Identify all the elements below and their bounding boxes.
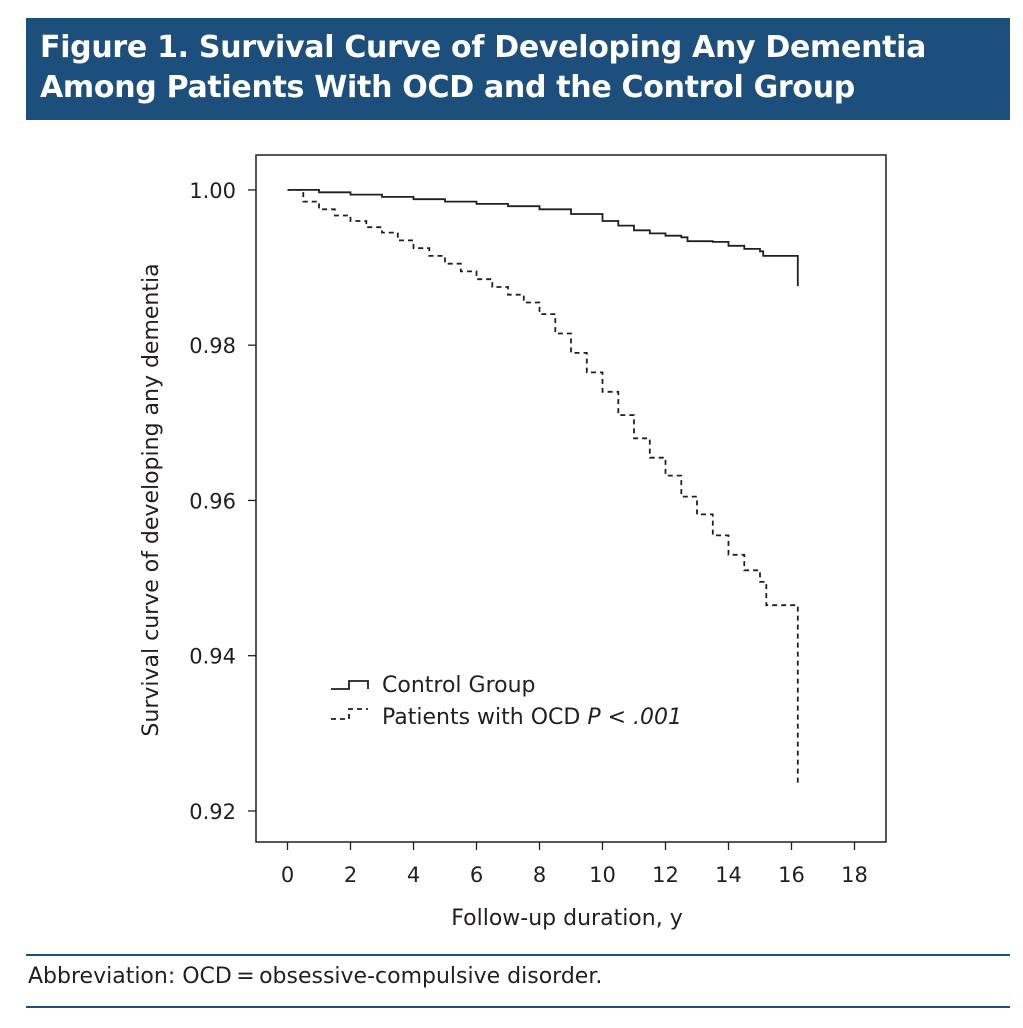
control-group-line	[287, 189, 799, 287]
y-tick-label: 0.94	[189, 645, 236, 669]
footnote-rule-top	[26, 954, 1010, 956]
footnote: Abbreviation: OCD = obsessive-compulsive…	[28, 964, 603, 989]
series-lines	[287, 189, 799, 784]
footnote-rule-bottom	[26, 1006, 1010, 1008]
legend-label-ocd-name: Patients with OCD	[382, 705, 580, 730]
legend-annotation: P < .001	[587, 705, 682, 730]
axes: 0 2 4 6 8 10 12 14 16 18 0.92 0.94 0.96 0.98 1.00	[189, 179, 868, 887]
figure-title-bar: Figure 1. Survival Curve of Developing A…	[26, 18, 1010, 120]
y-tick-label: 0.96	[189, 489, 236, 513]
x-tick-label: 12	[652, 863, 679, 887]
y-tick-label: 0.92	[189, 800, 236, 824]
ocd-patients-line	[287, 189, 799, 784]
figure-title-line-1: Figure 1. Survival Curve of Developing A…	[40, 30, 927, 65]
x-tick-label: 10	[589, 863, 616, 887]
x-tick-label: 0	[281, 863, 294, 887]
legend: Control Group Patients with OCD P < .001	[331, 673, 682, 730]
x-tick-label: 6	[470, 863, 483, 887]
x-tick-label: 2	[344, 863, 357, 887]
x-tick-label: 18	[841, 863, 868, 887]
x-tick-label: 14	[715, 863, 742, 887]
x-tick-label: 8	[533, 863, 546, 887]
legend-label-ocd: Patients with OCD P < .001	[382, 705, 682, 730]
legend-label-control: Control Group	[382, 673, 536, 698]
y-tick-label: 1.00	[189, 179, 236, 203]
x-axis-label: Follow-up duration, y	[451, 906, 682, 931]
y-axis-label: Survival curve of developing any dementi…	[139, 263, 164, 736]
x-tick-label: 4	[407, 863, 420, 887]
x-tick-label: 16	[778, 863, 805, 887]
y-tick-label: 0.98	[189, 334, 236, 358]
plot-frame	[255, 154, 887, 843]
legend-swatch-ocd	[331, 708, 368, 720]
legend-swatch-control	[331, 680, 369, 690]
figure-title-line-2: Among Patients With OCD and the Control …	[40, 70, 855, 105]
